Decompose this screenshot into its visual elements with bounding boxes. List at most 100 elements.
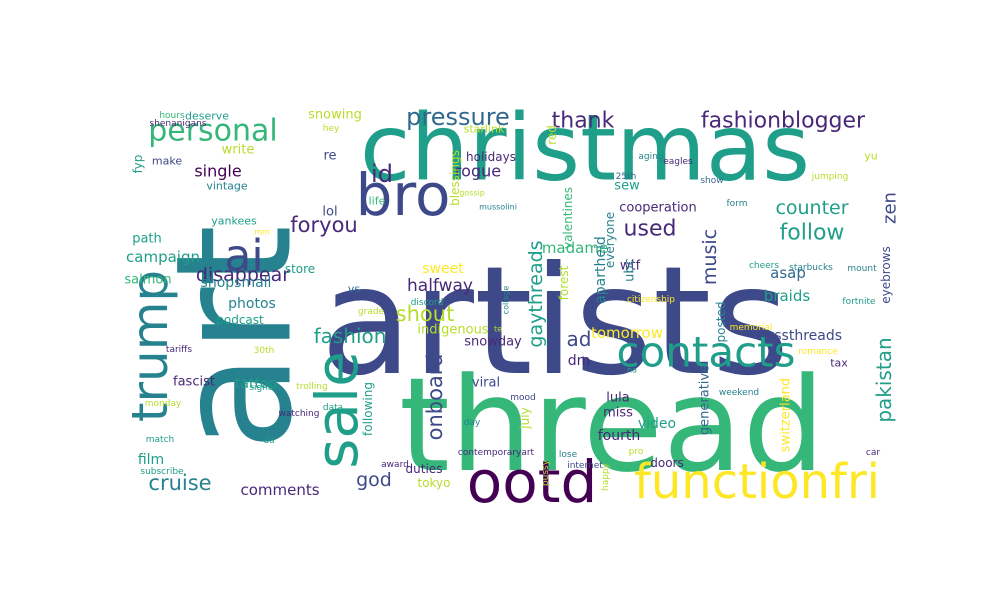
- cloud-word: hey: [323, 124, 340, 134]
- cloud-word: madame: [542, 239, 608, 257]
- cloud-word: ai: [224, 231, 263, 282]
- cloud-word: signals: [249, 383, 281, 393]
- cloud-word: shout: [396, 302, 455, 326]
- cloud-word: eagles: [663, 157, 693, 167]
- cloud-word: trolling: [296, 382, 327, 392]
- cloud-word: starbucks: [789, 263, 833, 273]
- cloud-word: show: [700, 176, 723, 186]
- cloud-word: collage: [502, 286, 511, 315]
- cloud-word: vssthreads: [766, 328, 842, 344]
- cloud-word: podcast: [216, 313, 264, 327]
- cloud-word: deserve: [185, 110, 229, 123]
- cloud-word: cheers: [749, 261, 779, 271]
- cloud-word: award: [381, 460, 409, 470]
- cloud-word: store: [285, 262, 315, 276]
- cloud-word: used: [624, 217, 677, 242]
- cloud-word: halfway: [407, 276, 473, 296]
- cloud-word: indigenous: [417, 323, 488, 338]
- cloud-word: fascist: [173, 375, 215, 390]
- cloud-word: day: [464, 418, 481, 428]
- cloud-word: gossip: [459, 189, 485, 198]
- cloud-word: functionfri: [634, 454, 880, 510]
- cloud-word: cruise: [148, 471, 211, 495]
- cloud-word: make: [152, 155, 182, 168]
- cloud-word: red: [545, 125, 559, 145]
- cloud-word: zen: [880, 192, 901, 224]
- cloud-word: internet: [567, 461, 603, 471]
- cloud-word: re: [323, 149, 336, 164]
- cloud-word: christmas: [360, 95, 810, 202]
- cloud-word: data: [323, 403, 343, 413]
- cloud-word: following: [361, 382, 375, 436]
- cloud-word: counter: [775, 197, 848, 219]
- cloud-word: lol: [322, 205, 337, 220]
- cloud-word: starlink: [464, 123, 505, 136]
- cloud-word: personal: [148, 114, 278, 149]
- cloud-word: life: [369, 195, 386, 208]
- cloud-word: jumping: [811, 172, 849, 182]
- cloud-word: pussy: [541, 459, 551, 486]
- cloud-word: july: [518, 407, 532, 429]
- cloud-word: fyp: [131, 155, 145, 174]
- cloud-word: fortnite: [842, 297, 876, 307]
- cloud-word: rogue: [455, 162, 501, 181]
- cloud-word: posted: [714, 302, 728, 343]
- cloud-word: tattoo: [235, 376, 277, 392]
- cloud-word: follow: [780, 221, 845, 246]
- cloud-word: ad: [567, 327, 592, 351]
- cloud-word: pro: [629, 447, 644, 457]
- cloud-word: yankees: [211, 215, 257, 228]
- cloud-word: onboard: [423, 354, 447, 441]
- cloud-word: film: [138, 452, 164, 468]
- cloud-word: comments: [240, 481, 319, 499]
- cloud-word: eyebrows: [879, 246, 893, 304]
- cloud-word: citizenship: [627, 295, 675, 305]
- cloud-word: yu: [864, 150, 877, 163]
- cloud-word: aging: [638, 152, 663, 162]
- cloud-word: single: [194, 162, 241, 181]
- cloud-word: fashionblogger: [701, 109, 866, 134]
- cloud-word: dm: [568, 353, 591, 369]
- cloud-word: artists: [320, 235, 789, 409]
- cloud-word: shenanigans: [150, 119, 207, 129]
- cloud-word: subscribe: [140, 467, 184, 477]
- cloud-word: foryou: [290, 213, 357, 237]
- cloud-word: viral: [472, 376, 500, 391]
- cloud-word: switzerland: [779, 378, 794, 452]
- cloud-word: ootd: [467, 448, 598, 516]
- cloud-word: contacts: [616, 328, 795, 377]
- cloud-word: contemporaryart: [458, 448, 535, 458]
- cloud-word: 30th: [254, 346, 275, 356]
- cloud-word: memorial: [730, 323, 773, 333]
- cloud-word: god: [356, 469, 392, 491]
- cloud-word: salmon: [124, 273, 171, 288]
- cloud-word: mount: [847, 264, 877, 274]
- cloud-word: sweet: [422, 261, 464, 277]
- cloud-word: pressure: [406, 103, 510, 131]
- cloud-word: weekend: [719, 388, 759, 398]
- cloud-word: music: [699, 229, 721, 285]
- cloud-word: wtf: [620, 259, 641, 274]
- cloud-word: thread: [399, 349, 825, 501]
- cloud-word: generative: [698, 365, 713, 435]
- cloud-word: lula: [606, 391, 629, 406]
- cloud-word: da: [263, 436, 274, 446]
- cloud-word: fourth: [598, 428, 641, 444]
- cloud-word: te: [494, 325, 502, 334]
- cloud-word: na: [627, 366, 637, 375]
- cloud-word: cooperation: [619, 201, 697, 216]
- cloud-word: id: [371, 160, 393, 188]
- cloud-word: duties: [406, 462, 443, 476]
- cloud-word: tariffs: [166, 345, 192, 355]
- cloud-word: trump: [121, 270, 179, 422]
- cloud-word: pakistan: [872, 337, 896, 422]
- cloud-word: match: [146, 435, 174, 445]
- cloud-word: art: [141, 225, 328, 452]
- cloud-word: vs: [348, 283, 361, 296]
- cloud-word: watching: [279, 409, 320, 419]
- cloud-word: thank: [552, 109, 615, 134]
- cloud-word: gaythreads: [525, 240, 547, 347]
- cloud-word: sew: [614, 179, 640, 194]
- cloud-word: photos: [228, 296, 276, 312]
